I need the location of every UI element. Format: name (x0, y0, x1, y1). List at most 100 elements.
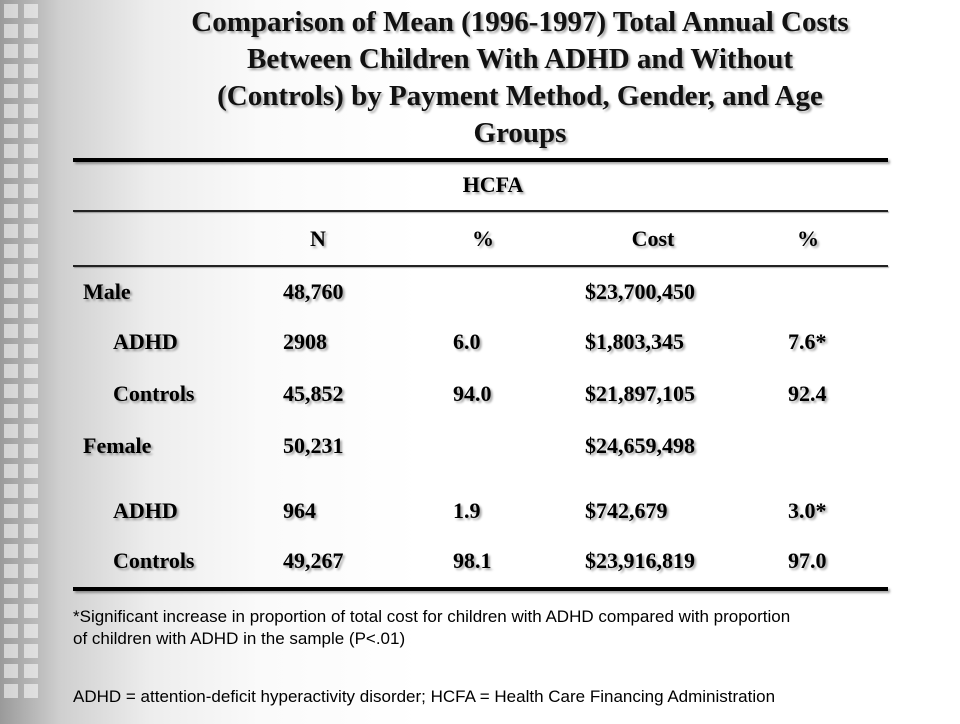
cell-cost: $23,916,819 (585, 548, 695, 573)
decorative-square (24, 264, 38, 278)
cell-n: 50,231 (283, 433, 344, 458)
decorative-square (4, 184, 18, 198)
decorative-square (24, 444, 38, 458)
group-header-hcfa: HCFA (462, 172, 524, 197)
decorative-square (4, 264, 18, 278)
footnote-line: *Significant increase in proportion of t… (73, 607, 791, 626)
footnote-abbreviations: ADHD = attention-deficit hyperactivity d… (73, 687, 776, 706)
cell-cost: $1,803,345 (585, 329, 684, 354)
decorative-square (4, 644, 18, 658)
column-header-rule (73, 265, 888, 267)
column-header-cost-pct: % (797, 226, 819, 251)
decorative-square (24, 624, 38, 638)
table-bottom-rule (73, 587, 888, 591)
column-header-n: N (310, 226, 326, 251)
decorative-square (4, 64, 18, 78)
decorative-square (24, 124, 38, 138)
cell-n: 49,267 (283, 548, 344, 573)
decorative-square (4, 204, 18, 218)
decorative-square (24, 144, 38, 158)
decorative-square (4, 364, 18, 378)
decorative-square (4, 224, 18, 238)
decorative-square (4, 144, 18, 158)
decorative-square (4, 44, 18, 58)
decorative-square (4, 584, 18, 598)
decorative-square (24, 304, 38, 318)
decorative-square (4, 24, 18, 38)
decorative-square (24, 164, 38, 178)
cell-n: 2908 (283, 329, 327, 354)
cell-cost-pct: 92.4 (788, 381, 827, 406)
decorative-square (4, 664, 18, 678)
cell-n: 48,760 (283, 279, 344, 304)
decorative-square (4, 524, 18, 538)
cell-cost-pct: 7.6* (788, 329, 827, 354)
decorative-square (4, 104, 18, 118)
decorative-square (4, 384, 18, 398)
footnote-line: of children with ADHD in the sample (P<.… (73, 629, 406, 648)
decorative-square (24, 424, 38, 438)
decorative-square (24, 604, 38, 618)
cell-n: 45,852 (283, 381, 344, 406)
title-line: Comparison of Mean (1996-1997) Total Ann… (191, 6, 849, 38)
group-header-rule (73, 210, 888, 212)
cell-cost: $21,897,105 (585, 381, 695, 406)
decorative-square (24, 4, 38, 18)
decorative-square (4, 544, 18, 558)
decorative-square (24, 404, 38, 418)
column-header-pct: % (472, 226, 494, 251)
decorative-square (24, 524, 38, 538)
decorative-square (4, 124, 18, 138)
decorative-square (4, 304, 18, 318)
decorative-square (4, 564, 18, 578)
decorative-square (24, 84, 38, 98)
row-label: Female (83, 433, 152, 458)
decorative-square (24, 384, 38, 398)
decorative-square (24, 564, 38, 578)
decorative-square (4, 604, 18, 618)
title-line: Groups (473, 117, 567, 149)
decorative-square (4, 464, 18, 478)
title-line: Between Children With ADHD and Without (246, 43, 793, 75)
row-label: Controls (113, 381, 195, 406)
cell-pct: 1.9 (453, 498, 481, 523)
decorative-square (4, 4, 18, 18)
row-label: Controls (113, 548, 195, 573)
decorative-square (24, 204, 38, 218)
cell-pct: 98.1 (453, 548, 492, 573)
table-top-rule (73, 158, 888, 162)
decorative-square (4, 684, 18, 698)
decorative-square (24, 544, 38, 558)
decorative-square (4, 484, 18, 498)
decorative-square (24, 24, 38, 38)
decorative-square (24, 224, 38, 238)
decorative-square (4, 164, 18, 178)
column-header-cost: Cost (631, 226, 675, 251)
row-label: Male (83, 279, 131, 304)
cell-cost: $23,700,450 (585, 279, 695, 304)
decorative-square (4, 624, 18, 638)
decorative-square (24, 464, 38, 478)
cell-pct: 94.0 (453, 381, 492, 406)
cell-pct: 6.0 (453, 329, 481, 354)
decorative-square (24, 684, 38, 698)
cell-cost: $24,659,498 (585, 433, 695, 458)
cell-n: 964 (283, 498, 316, 523)
decorative-square (4, 324, 18, 338)
decorative-square (4, 284, 18, 298)
decorative-square (4, 84, 18, 98)
decorative-square (24, 484, 38, 498)
decorative-square (4, 244, 18, 258)
decorative-square (4, 404, 18, 418)
decorative-square (24, 644, 38, 658)
decorative-square (24, 504, 38, 518)
decorative-square (24, 44, 38, 58)
cell-cost-pct: 97.0 (788, 548, 827, 573)
title-line: (Controls) by Payment Method, Gender, an… (217, 80, 823, 112)
decorative-square (24, 284, 38, 298)
decorative-square (24, 344, 38, 358)
decorative-square (4, 424, 18, 438)
decorative-square (24, 664, 38, 678)
decorative-squares (0, 0, 44, 724)
decorative-square (4, 444, 18, 458)
